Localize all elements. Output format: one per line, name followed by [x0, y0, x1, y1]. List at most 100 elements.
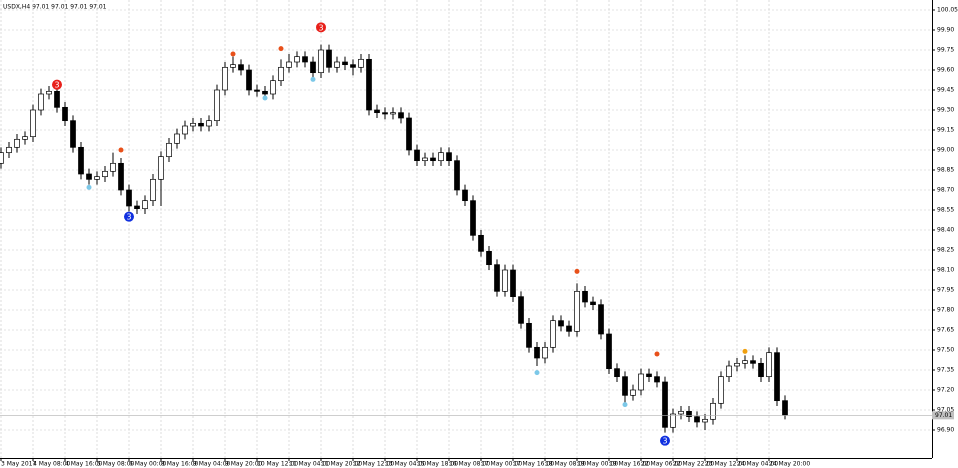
y-tick-label: 99.75: [937, 47, 954, 54]
x-tick-label: 19 May 16:00: [609, 461, 650, 468]
y-tick-label: 98.70: [937, 187, 954, 194]
candle-body: [174, 133, 180, 144]
candle-body: [638, 373, 644, 391]
x-tick-label: 11 May 20:00: [321, 461, 362, 468]
candle-body: [510, 269, 516, 298]
candle-body: [238, 64, 244, 71]
y-tick-label: 97.50: [937, 347, 954, 354]
candle-body: [430, 157, 436, 162]
candle-body: [94, 176, 100, 180]
candle-body: [62, 106, 68, 122]
candle-body: [382, 112, 388, 115]
signal-label: 3: [318, 23, 323, 32]
candle-body: [214, 89, 220, 122]
candle-body: [534, 346, 540, 359]
y-tick-label: 99.00: [937, 147, 954, 154]
candle-body: [406, 117, 412, 151]
candle-body: [6, 146, 12, 154]
y-tick-label: 97.20: [937, 387, 954, 394]
candle-body: [142, 200, 148, 210]
candle-body: [310, 61, 316, 74]
y-tick-label: 98.25: [937, 247, 954, 254]
y-tick-label: 97.95: [937, 287, 954, 294]
x-tick-label: 24 May 20:00: [769, 461, 810, 468]
candle-body: [598, 304, 604, 335]
candle-body: [542, 346, 548, 359]
candle-body: [118, 162, 124, 191]
candle-body: [550, 320, 556, 348]
signal-badge: [660, 435, 670, 446]
signal-dot: [534, 370, 540, 376]
signal-dot: [262, 95, 268, 101]
candle-body: [398, 112, 404, 119]
candle-body: [782, 400, 788, 416]
candle-body: [270, 80, 276, 95]
candle-body: [774, 352, 780, 402]
x-tick-label: 4 May 08:00: [33, 461, 71, 468]
candle-body: [758, 362, 764, 378]
signal-dot: [118, 147, 124, 153]
candle-body: [670, 413, 676, 428]
candle-body: [486, 250, 492, 266]
candle-body: [606, 333, 612, 370]
signal-dot: [230, 51, 236, 57]
candle-body: [166, 142, 172, 158]
candle-body: [478, 234, 484, 252]
x-tick-label: 9 May 20:00: [225, 461, 263, 468]
candle-body: [246, 69, 252, 91]
candle-body: [630, 389, 636, 396]
candle-body: [590, 301, 596, 306]
x-tick-label: 18 May 08:00: [545, 461, 586, 468]
x-tick-label: 24 May 04:00: [737, 461, 778, 468]
x-tick-label: 12 May 12:00: [353, 461, 394, 468]
x-tick-label: 16 May 08:00: [449, 461, 490, 468]
x-tick-label: 22 May 22:00: [673, 461, 714, 468]
candle-body: [126, 189, 132, 207]
candle-body: [86, 173, 92, 180]
y-tick-label: 99.45: [937, 87, 954, 94]
candle-body: [302, 56, 308, 63]
x-tick-label: 13 May 04:00: [385, 461, 426, 468]
candle-body: [230, 64, 236, 68]
y-tick-label: 99.15: [937, 127, 954, 134]
x-tick-label: 23 May 12:00: [705, 461, 746, 468]
candle-body: [750, 360, 756, 364]
candle-body: [454, 160, 460, 191]
candle-body: [102, 170, 108, 178]
y-tick-label: 98.55: [937, 207, 954, 214]
candle-body: [734, 362, 740, 367]
candle-body: [614, 368, 620, 378]
candle-body: [414, 149, 420, 162]
last-price-label: 97.01: [935, 412, 952, 419]
candle-body: [294, 56, 300, 63]
signal-badge: [52, 79, 62, 90]
y-tick-label: 97.65: [937, 327, 954, 334]
candle-body: [318, 49, 324, 74]
candle-body: [30, 109, 36, 138]
candle-body: [422, 157, 428, 162]
y-tick-label: 100.05: [937, 7, 958, 14]
candle-body: [350, 64, 356, 68]
signal-badge: [316, 22, 326, 33]
y-tick-label: 99.30: [937, 107, 954, 114]
candle-body: [654, 376, 660, 383]
candle-body: [134, 205, 140, 210]
candle-body: [334, 61, 340, 68]
x-tick-label: 10 May 12:00: [257, 461, 298, 468]
x-tick-label: 17 May 16:00: [513, 461, 554, 468]
y-tick-label: 97.80: [937, 307, 954, 314]
x-tick-label: 15 May 18:00: [417, 461, 458, 468]
last-price-box: [932, 411, 954, 420]
candle-body: [694, 416, 700, 423]
candle-body: [110, 162, 116, 172]
candle-body: [70, 120, 76, 148]
y-tick-label: 98.10: [937, 267, 954, 274]
x-tick-label: 6 May 00:00: [129, 461, 167, 468]
candle-body: [190, 122, 196, 127]
candle-body: [38, 93, 44, 111]
signal-dot: [622, 402, 628, 408]
candle-body: [686, 410, 692, 418]
signal-dot: [574, 268, 580, 274]
candle-body: [462, 189, 468, 202]
